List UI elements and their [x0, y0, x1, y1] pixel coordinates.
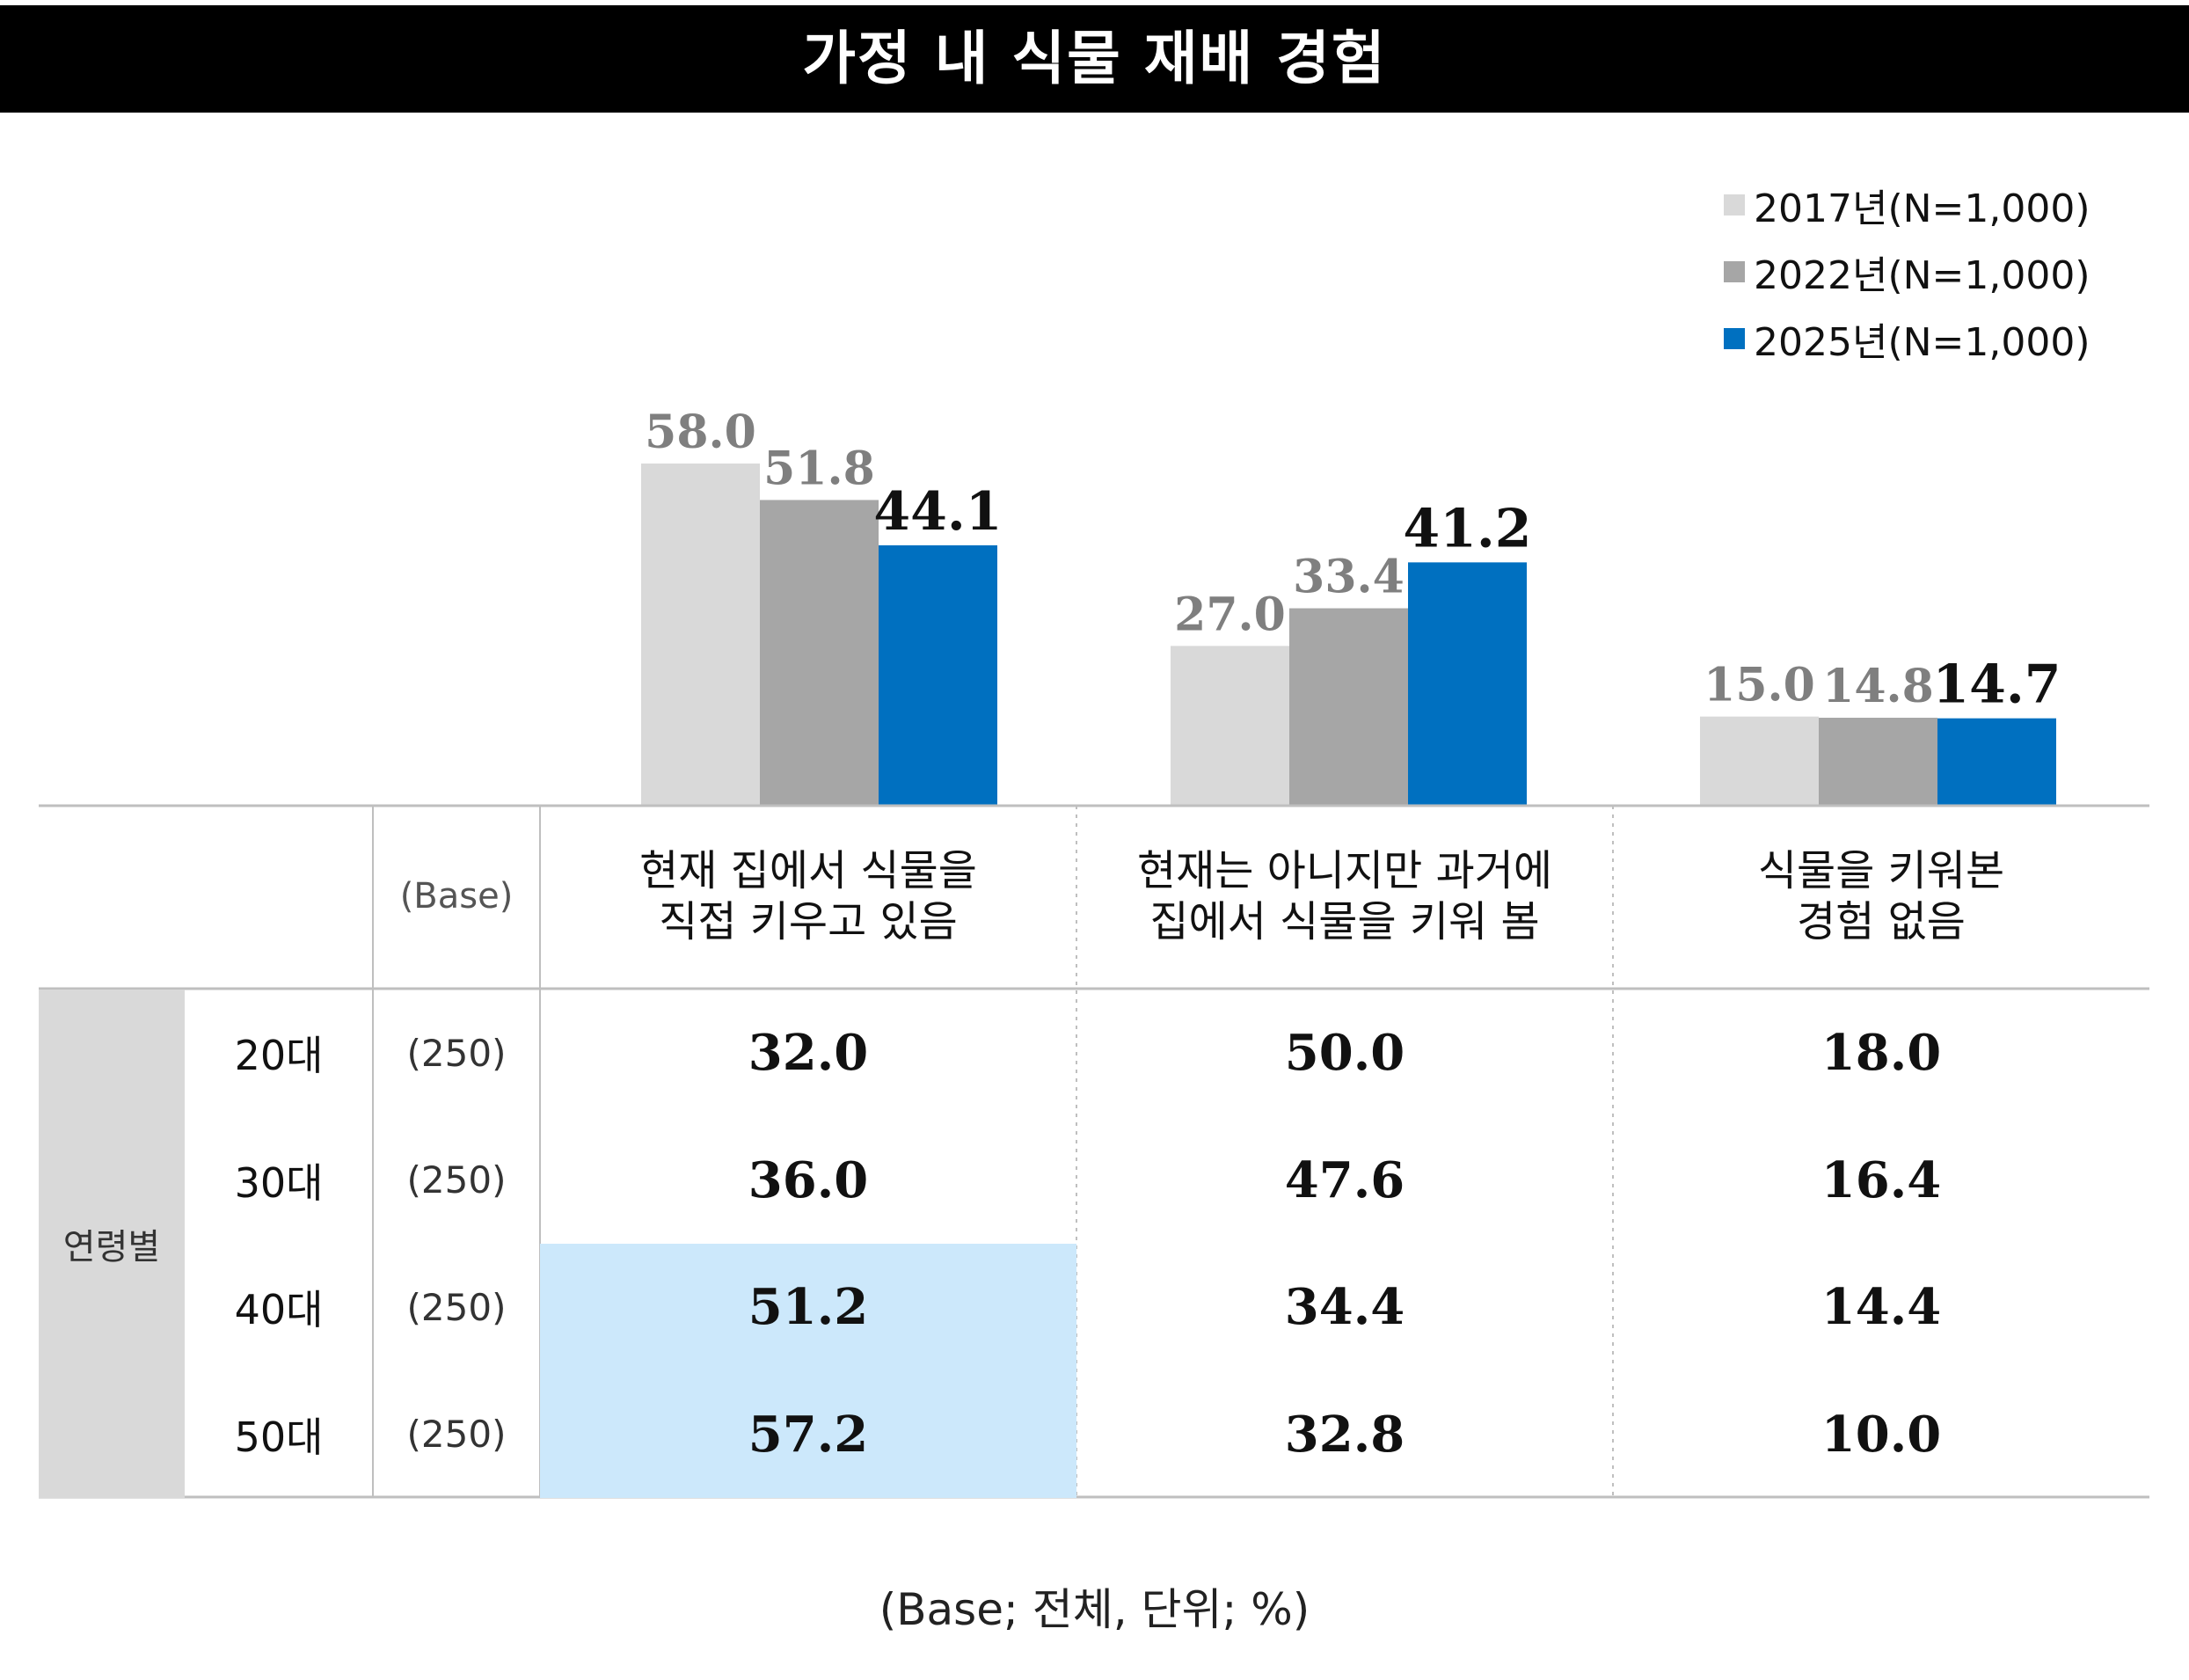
bar-series0-cat1	[1171, 646, 1289, 805]
age-breakdown-table: (Base) 현재 집에서 식물을 직접 키우고 있음 현재는 아니지만 과거에…	[39, 805, 2149, 1498]
bar-series2-cat1	[1408, 562, 1527, 805]
table-cell: 34.4	[1284, 1278, 1405, 1337]
table-cell: 32.0	[748, 1024, 869, 1083]
table-cell: 47.6	[1284, 1150, 1405, 1209]
bar-series2-cat0	[879, 544, 997, 805]
row-base: (250)	[406, 1413, 507, 1457]
legend-swatch-2025	[1724, 328, 1745, 349]
legend-swatch-2017	[1724, 194, 1745, 215]
group-label-age: 연령별	[39, 990, 185, 1498]
chart-title: 가정 내 식물 재배 경험	[802, 25, 1387, 92]
title-bar: 가정 내 식물 재배 경험	[0, 5, 2189, 113]
data-label-series2-cat2: 14.7	[1932, 654, 2061, 716]
row-label: 50대	[234, 1413, 324, 1461]
legend-item-2022: 2022년(N=1,000)	[1724, 238, 2090, 305]
bar-series1-cat1	[1289, 608, 1408, 805]
row-label: 30대	[234, 1158, 324, 1207]
data-label-series0-cat1: 27.0	[1174, 588, 1286, 641]
row-label: 20대	[234, 1032, 324, 1080]
data-label-series0-cat2: 15.0	[1704, 659, 1815, 712]
data-label-series1-cat0: 51.8	[763, 442, 875, 495]
bar-series0-cat0	[641, 463, 760, 805]
column-header-currently-growing: 현재 집에서 식물을 직접 키우고 있음	[639, 846, 977, 946]
legend-label-2025: 2025년(N=1,000)	[1754, 320, 2090, 365]
bar-series1-cat0	[760, 500, 879, 805]
bar-series2-cat2	[1937, 718, 2056, 805]
row-base: (250)	[406, 1158, 507, 1202]
data-label-series2-cat0: 44.1	[873, 481, 1002, 543]
column-header-never-grown: 식물을 키워본 경험 없음	[1757, 846, 2005, 946]
legend-item-2017: 2017년(N=1,000)	[1724, 172, 2090, 238]
bar-series1-cat2	[1819, 717, 1937, 805]
table-cell: 57.2	[540, 1370, 1076, 1498]
base-header: (Base)	[399, 876, 514, 917]
data-label-series1-cat2: 14.8	[1822, 660, 1934, 713]
legend-swatch-2022	[1724, 261, 1745, 282]
legend: 2017년(N=1,000) 2022년(N=1,000) 2025년(N=1,…	[1724, 172, 2090, 372]
legend-label-2022: 2022년(N=1,000)	[1754, 253, 2090, 298]
table-cell: 36.0	[748, 1150, 869, 1209]
table-cell: 51.2	[540, 1244, 1076, 1371]
table-cell: 16.4	[1821, 1150, 1942, 1209]
data-label-series1-cat1: 33.4	[1293, 551, 1405, 604]
legend-item-2025: 2025년(N=1,000)	[1724, 305, 2090, 372]
table-cell: 10.0	[1821, 1405, 1942, 1464]
bar-series0-cat2	[1700, 716, 1819, 805]
table-cell: 18.0	[1821, 1024, 1942, 1083]
data-label-series0-cat0: 58.0	[645, 405, 756, 459]
row-base: (250)	[406, 1031, 507, 1075]
row-label: 40대	[234, 1286, 324, 1334]
legend-label-2017: 2017년(N=1,000)	[1754, 186, 2090, 231]
data-label-series2-cat1: 41.2	[1403, 498, 1531, 559]
row-base: (250)	[406, 1285, 507, 1329]
column-header-grew-in-past: 현재는 아니지만 과거에 집에서 식물을 키워 봄	[1136, 846, 1553, 946]
table-cell: 32.8	[1284, 1405, 1405, 1464]
table-cell: 14.4	[1821, 1278, 1942, 1337]
footnote: (Base; 전체, 단위; %)	[879, 1584, 1310, 1635]
table-cell: 50.0	[1284, 1024, 1405, 1083]
